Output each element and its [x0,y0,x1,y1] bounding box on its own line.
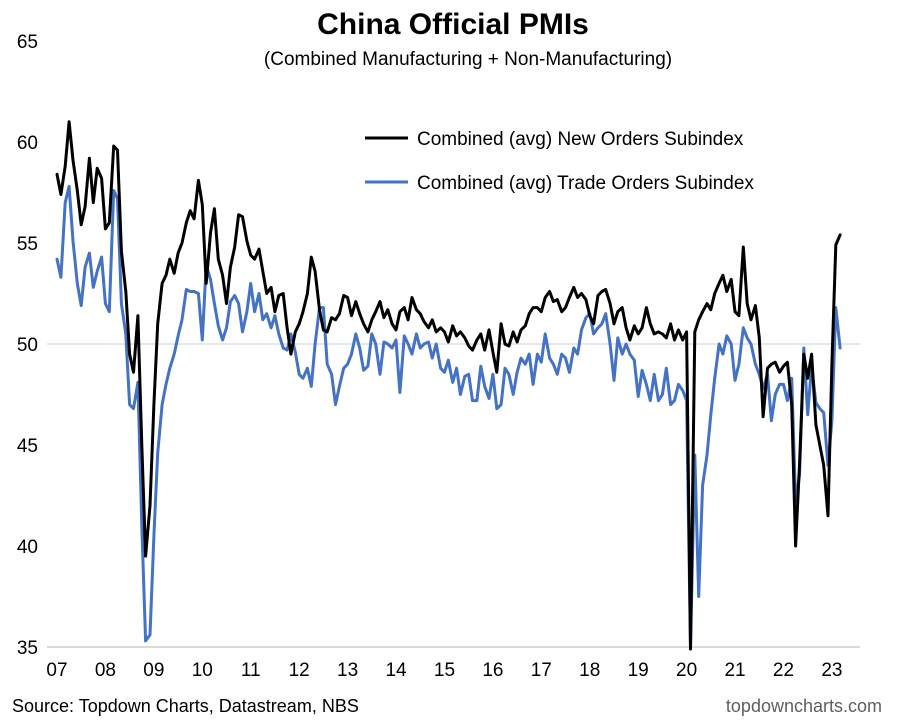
x-tick-label-11: 11 [241,660,261,681]
y-tick-label-40: 40 [17,537,38,558]
y-tick-label-50: 50 [17,335,38,356]
x-tick-label-12: 12 [289,660,310,681]
chart-title: China Official PMIs [317,8,589,41]
legend: Combined (avg) New Orders Subindex Combi… [365,129,754,194]
y-tick-label-35: 35 [17,638,38,659]
x-tick-label-13: 13 [337,660,358,681]
x-tick-label-21: 21 [724,660,745,681]
x-tick-label-08: 08 [95,660,116,681]
chart-subtitle: (Combined Manufacturing + Non-Manufactur… [264,49,672,70]
x-tick-label-15: 15 [434,660,455,681]
x-tick-label-23: 23 [821,660,842,681]
legend-label-trade-orders: Combined (avg) Trade Orders Subindex [417,173,754,194]
x-axis-labels: 07 08 09 10 11 12 13 14 15 16 17 18 19 20 21 22 23 [46,660,842,681]
series-line-trade-orders [55,184,842,649]
y-axis-labels: 35 40 45 50 55 60 65 [17,32,38,659]
x-tick-label-07: 07 [46,660,67,681]
x-tick-label-14: 14 [385,660,407,681]
x-tick-label-17: 17 [531,660,552,681]
x-tick-label-10: 10 [192,660,213,681]
source-note: Source: Topdown Charts, Datastream, NBS [12,696,359,716]
x-tick-label-20: 20 [676,660,697,681]
y-tick-label-55: 55 [17,234,38,255]
series-line-new-orders [55,120,842,651]
legend-label-new-orders: Combined (avg) New Orders Subindex [417,129,744,150]
x-tick-label-19: 19 [628,660,649,681]
y-tick-label-60: 60 [17,133,38,154]
brand-link[interactable]: topdowncharts.com [726,696,882,716]
y-tick-label-65: 65 [17,32,38,53]
x-tick-label-22: 22 [773,660,794,681]
y-tick-label-45: 45 [17,436,38,457]
series-lines [55,120,842,651]
x-tick-label-09: 09 [143,660,164,681]
x-tick-label-18: 18 [579,660,600,681]
x-tick-label-16: 16 [482,660,503,681]
